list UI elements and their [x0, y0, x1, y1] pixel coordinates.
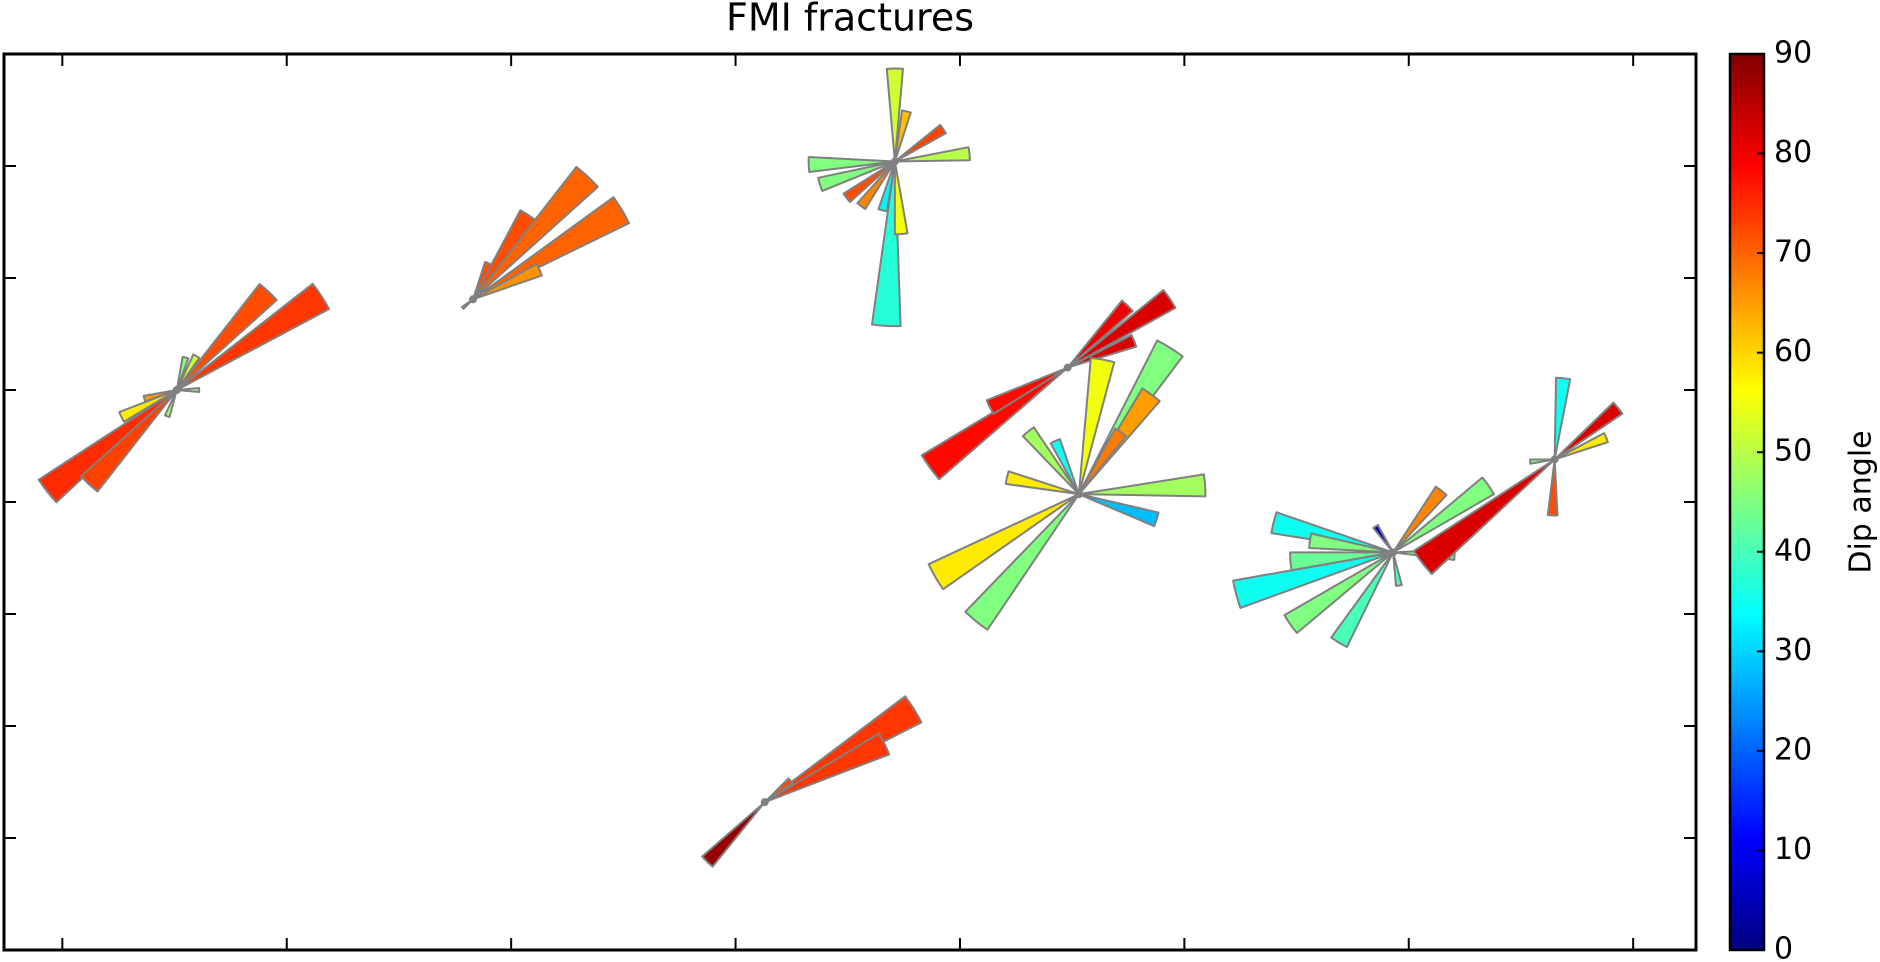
rose-center [1550, 455, 1559, 464]
petal [1553, 401, 1624, 461]
petal [1077, 493, 1160, 528]
petal [1077, 357, 1116, 496]
petal [1392, 551, 1403, 587]
petal [472, 165, 599, 301]
colorbar-gradient [1728, 52, 1766, 952]
petal [763, 695, 923, 804]
colorbar: 0 10 20 30 40 50 60 70 80 90 [1728, 36, 1812, 962]
petal [763, 777, 794, 804]
petal [118, 389, 178, 423]
petal [1528, 458, 1556, 465]
petal [163, 389, 178, 419]
petal [80, 389, 178, 493]
colorbar-tick-label: 60 [1774, 334, 1812, 369]
petal [175, 355, 190, 391]
petal [1546, 458, 1559, 517]
rose [920, 289, 1177, 481]
petal [1066, 334, 1138, 369]
colorbar-tick-label: 90 [1774, 36, 1812, 71]
rose-center [1389, 548, 1398, 557]
petal [37, 389, 178, 504]
petal [877, 160, 896, 213]
petal [763, 732, 891, 804]
petal [1330, 551, 1395, 649]
petal [1066, 299, 1134, 369]
colorbar-tick-label: 0 [1774, 932, 1793, 962]
petal [964, 493, 1080, 631]
petal [1004, 470, 1080, 496]
petal [175, 387, 201, 393]
rose [701, 695, 923, 868]
petal [175, 283, 278, 391]
rose-center [760, 798, 769, 807]
petal [920, 366, 1069, 481]
rose [460, 165, 631, 310]
colorbar-tick-label: 80 [1774, 135, 1812, 170]
colorbar-tick-label: 70 [1774, 235, 1812, 270]
rose [927, 339, 1207, 631]
petal [1077, 427, 1128, 496]
petal [1283, 551, 1395, 635]
petal [1412, 458, 1556, 576]
rose-center [1063, 363, 1072, 372]
petal [893, 160, 909, 236]
petal [870, 160, 902, 328]
rose [807, 67, 971, 328]
petal [885, 67, 904, 163]
petal [142, 389, 178, 403]
petal [1270, 511, 1395, 554]
petal [985, 366, 1069, 415]
petal [175, 353, 201, 391]
rose [37, 282, 331, 504]
petal [1553, 432, 1609, 461]
petal [1392, 485, 1448, 554]
plot-frame [2, 52, 1698, 952]
petal [1021, 426, 1080, 496]
rose [1232, 476, 1495, 649]
petal [807, 156, 896, 174]
petal [1392, 476, 1495, 554]
petal [927, 493, 1080, 591]
petal [1232, 551, 1395, 609]
colorbar-tick-label: 10 [1774, 832, 1812, 867]
petal [817, 160, 896, 192]
petal [856, 160, 896, 211]
rose-center [1074, 490, 1083, 499]
rose-center [469, 295, 478, 304]
petal [1553, 376, 1572, 461]
petal [175, 282, 331, 391]
petal [1049, 438, 1080, 496]
colorbar-tick-label: 30 [1774, 633, 1812, 668]
petal [1289, 551, 1395, 572]
petal [1308, 532, 1395, 554]
petal [1372, 523, 1395, 554]
petal [701, 801, 766, 868]
petal [1077, 473, 1207, 498]
colorbar-tick-label: 20 [1774, 732, 1812, 767]
plot-area [4, 54, 1696, 950]
rose-center [890, 157, 899, 166]
rose-center [172, 386, 181, 394]
petal [893, 109, 912, 163]
chart-title: FMI fractures [726, 0, 974, 40]
colorbar-tick-label: 50 [1774, 434, 1812, 469]
petal [472, 196, 631, 301]
petal [472, 209, 537, 301]
petal [842, 160, 896, 203]
petal [1066, 289, 1177, 369]
petal [472, 260, 493, 301]
petal [472, 262, 543, 301]
petal [893, 123, 947, 163]
colorbar-tick-label: 40 [1774, 533, 1812, 568]
colorbar-label: Dip angle [1844, 430, 1879, 573]
rose [1412, 376, 1624, 576]
petal [893, 146, 971, 163]
